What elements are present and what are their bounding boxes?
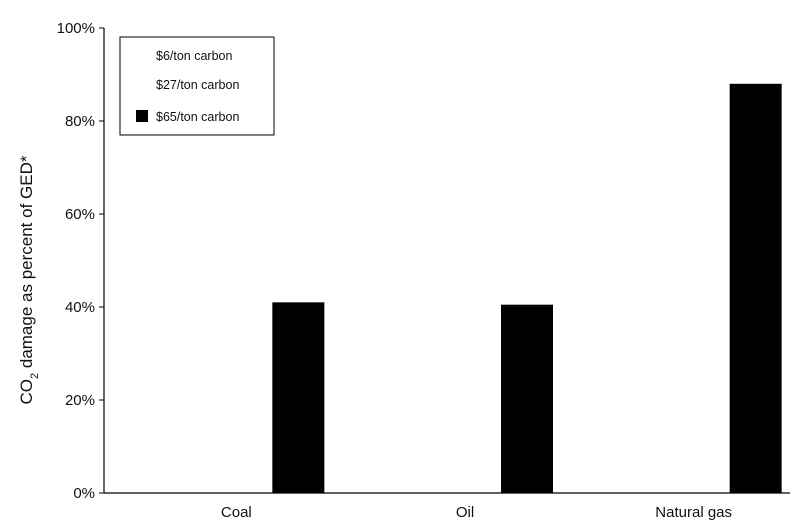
bar-oil-series-2 — [501, 305, 553, 493]
legend-label-27: $27/ton carbon — [156, 78, 239, 92]
y-axis-label: CO2 damage as percent of GED* — [17, 155, 41, 404]
y-axis-label-post: damage as percent of GED* — [17, 155, 36, 373]
x-category-label: Coal — [221, 504, 252, 521]
bar-natural-gas-series-2 — [730, 84, 782, 493]
y-tick-label: 60% — [65, 206, 95, 223]
y-axis: 0% 20% 40% 60% 80% 100% — [57, 20, 104, 502]
legend: $6/ton carbon $27/ton carbon $65/ton car… — [120, 37, 274, 135]
y-tick-label: 20% — [65, 392, 95, 409]
y-tick-label: 80% — [65, 113, 95, 130]
legend-label-65: $65/ton carbon — [156, 110, 239, 124]
bars — [272, 84, 781, 493]
legend-label-6: $6/ton carbon — [156, 49, 232, 63]
legend-swatch-27 — [136, 79, 148, 91]
x-category-label: Natural gas — [655, 504, 732, 521]
category-labels: Coal Oil Natural gas — [221, 504, 732, 521]
y-axis-label-pre: CO — [17, 379, 36, 405]
bar-coal-series-2 — [272, 302, 324, 493]
y-tick-label: 100% — [57, 20, 95, 37]
legend-swatch-6 — [136, 50, 148, 62]
y-tick-label: 40% — [65, 299, 95, 316]
y-tick-label: 0% — [73, 485, 95, 502]
legend-swatch-65 — [136, 110, 148, 122]
x-category-label: Oil — [456, 504, 474, 521]
